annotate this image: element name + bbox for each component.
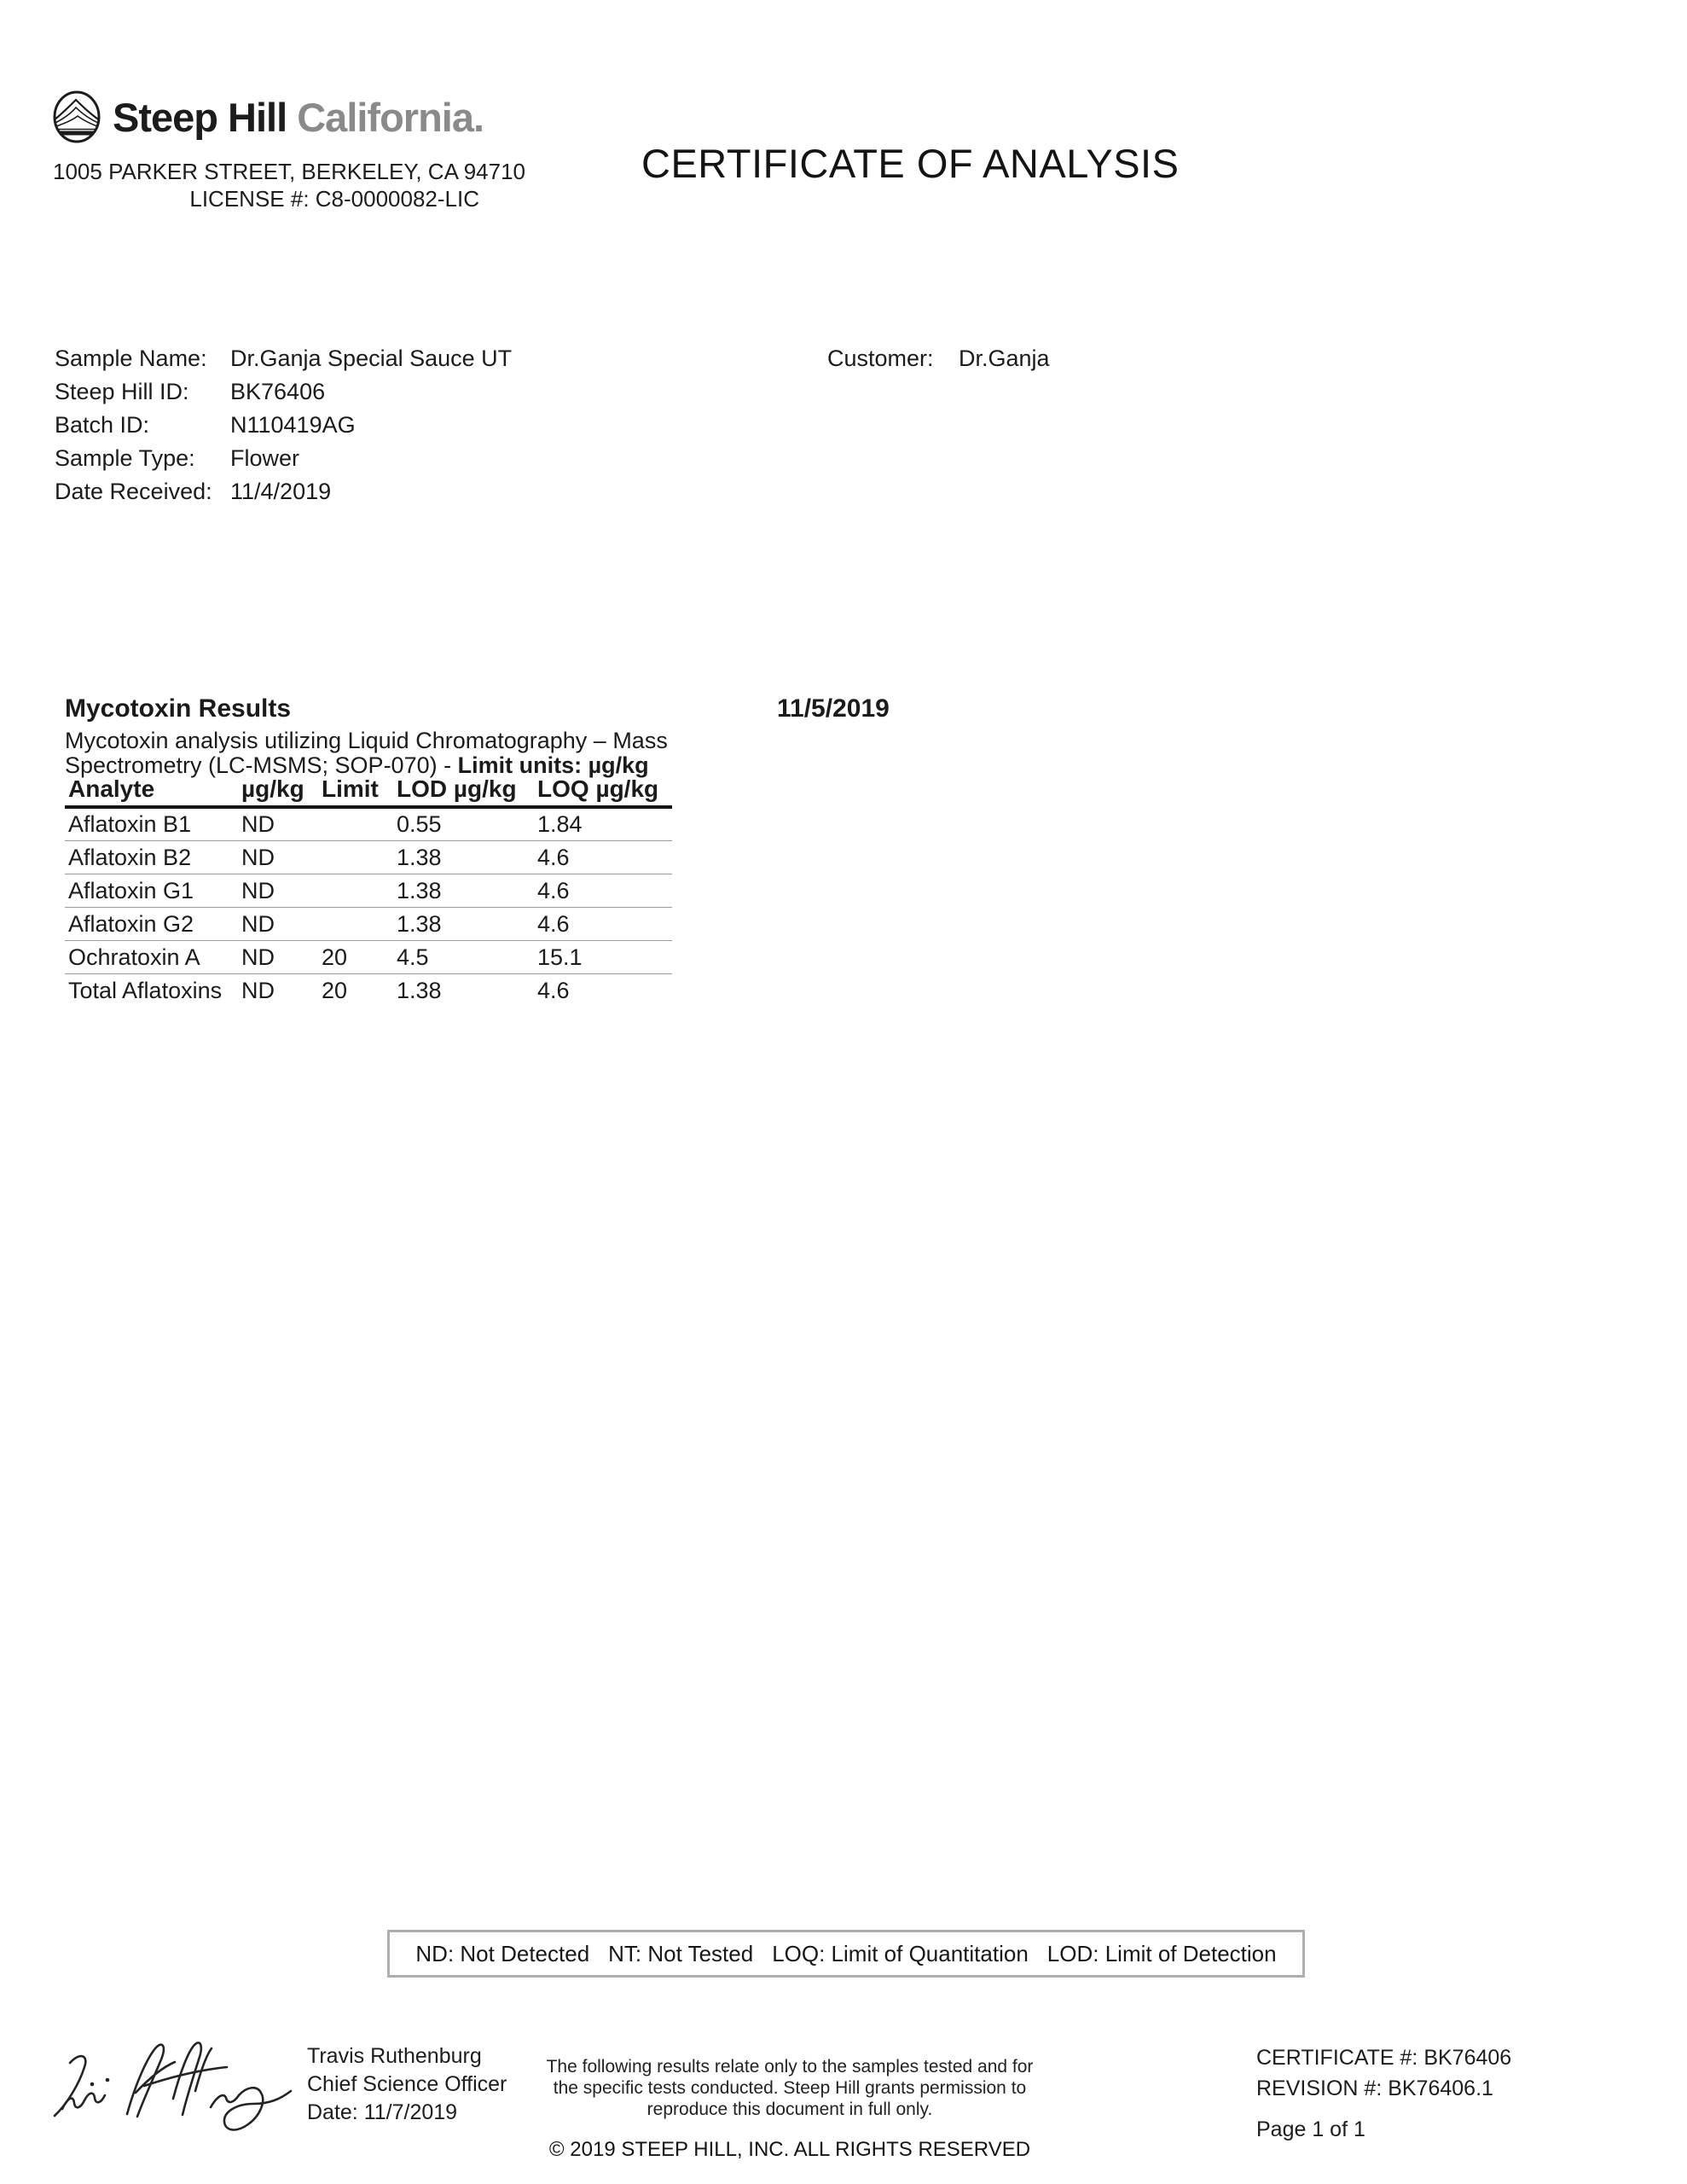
batch-id-label: Batch ID: — [55, 412, 150, 438]
table-row-aflatoxin-g1: Aflatoxin G1 ND 1.38 4.6 — [65, 874, 672, 908]
mycotoxin-results-title: Mycotoxin Results — [65, 694, 292, 723]
page-title: CERTIFICATE OF ANALYSIS — [641, 141, 1180, 186]
cell-analyte: Ochratoxin A — [68, 944, 200, 970]
legend-nt: NT: Not Tested — [608, 1940, 754, 1966]
method-description-line1: Mycotoxin analysis utilizing Liquid Chro… — [65, 728, 668, 753]
sample-name-row: Sample Name: Dr.Ganja Special Sauce UT — [55, 346, 512, 372]
cell-loq: 15.1 — [537, 944, 583, 970]
table-row-total-aflatoxins: Total Aflatoxins ND 20 1.38 4.6 — [65, 974, 672, 1007]
disclaimer-line-1: The following results relate only to the… — [546, 2057, 1034, 2077]
method-description-line2-regular: Spectrometry (LC-MSMS; SOP-070) - — [65, 752, 458, 778]
cell-lod: 1.38 — [397, 878, 442, 903]
limit-units-text: Limit units: µg/kg — [457, 752, 649, 778]
signatory-title: Chief Science Officer — [307, 2072, 507, 2096]
signatory-block: Travis Ruthenburg Chief Science Officer … — [307, 2042, 507, 2127]
table-row-ochratoxin-a: Ochratoxin A ND 20 4.5 15.1 — [65, 941, 672, 974]
disclaimer-line-3: reproduce this document in full only. — [646, 2100, 933, 2119]
analysis-date: 11/5/2019 — [777, 694, 890, 723]
revision-number: REVISION #: BK76406.1 — [1256, 2077, 1493, 2100]
cell-result: ND — [241, 845, 275, 870]
table-body: Aflatoxin B1 ND 0.55 1.84 Aflatoxin B2 N… — [65, 808, 672, 1007]
cell-lod: 0.55 — [397, 811, 442, 837]
steep-hill-id-value: BK76406 — [230, 379, 326, 404]
certificate-number: CERTIFICATE #: BK76406 — [1256, 2046, 1512, 2070]
customer-row: Customer: Dr.Ganja — [827, 346, 1050, 372]
date-received-value: 11/4/2019 — [230, 479, 332, 504]
table-row-aflatoxin-g2: Aflatoxin G2 ND 1.38 4.6 — [65, 908, 672, 941]
brand-name-region: California. — [297, 94, 484, 140]
cell-analyte: Aflatoxin B2 — [68, 845, 192, 870]
brand-lockup: Steep Hill California. — [51, 89, 484, 145]
brand-name: Steep Hill California. — [113, 94, 484, 141]
lab-address: 1005 PARKER STREET, BERKELEY, CA 94710 — [53, 159, 525, 184]
steep-hill-id-row: Steep Hill ID: BK76406 — [55, 379, 325, 405]
column-header-ugkg: µg/kg — [241, 775, 304, 802]
brand-name-steep-hill: Steep Hill — [113, 94, 287, 140]
legend-loq: LOQ: Limit of Quantitation — [772, 1940, 1029, 1966]
column-header-limit: Limit — [322, 775, 379, 802]
customer-label: Customer: — [827, 346, 934, 371]
legend-lod: LOD: Limit of Detection — [1046, 1940, 1277, 1966]
batch-id-value: N110419AG — [230, 412, 356, 438]
date-received-label: Date Received: — [55, 479, 212, 504]
cell-result: ND — [241, 978, 275, 1003]
sample-type-row: Sample Type: Flower — [55, 445, 299, 472]
cell-analyte: Aflatoxin G2 — [68, 911, 194, 937]
date-received-row: Date Received: 11/4/2019 — [55, 479, 331, 505]
sample-name-value: Dr.Ganja Special Sauce UT — [230, 346, 513, 371]
table-header-row: Analyte µg/kg Limit LOD µg/kg LOQ µg/kg — [65, 775, 672, 805]
cell-limit: 20 — [322, 944, 348, 970]
cell-loq: 4.6 — [537, 878, 570, 903]
cell-result: ND — [241, 878, 275, 903]
signatory-date: Date: 11/7/2019 — [307, 2100, 458, 2124]
certificate-info-block: CERTIFICATE #: BK76406 REVISION #: BK764… — [1256, 2042, 1511, 2104]
column-header-analyte: Analyte — [68, 775, 155, 802]
abbreviation-legend-box: ND: Not Detected NT: Not Tested LOQ: Lim… — [387, 1930, 1305, 1978]
cell-loq: 1.84 — [537, 811, 583, 837]
cell-lod: 1.38 — [397, 845, 442, 870]
copyright-notice: © 2019 STEEP HILL, INC. ALL RIGHTS RESER… — [548, 2138, 1031, 2161]
cell-analyte: Total Aflatoxins — [68, 978, 223, 1003]
cell-lod: 1.38 — [397, 978, 442, 1003]
column-header-lod: LOD µg/kg — [397, 775, 517, 802]
results-disclaimer: The following results relate only to the… — [527, 2056, 1052, 2120]
method-description-line2: Spectrometry (LC-MSMS; SOP-070) - Limit … — [65, 752, 649, 779]
cell-analyte: Aflatoxin B1 — [68, 811, 192, 837]
batch-id-row: Batch ID: N110419AG — [55, 412, 356, 439]
table-header-rule — [65, 805, 672, 809]
column-header-loq: LOQ µg/kg — [537, 775, 659, 802]
table-row-aflatoxin-b1: Aflatoxin B1 ND 0.55 1.84 — [65, 808, 672, 841]
sample-name-label: Sample Name: — [55, 346, 207, 371]
sample-type-value: Flower — [230, 445, 300, 471]
cell-lod: 1.38 — [397, 911, 442, 937]
cell-result: ND — [241, 811, 275, 837]
steep-hill-mountain-logo-icon — [53, 90, 101, 143]
page-number: Page 1 of 1 — [1256, 2117, 1365, 2141]
cell-limit: 20 — [322, 978, 348, 1003]
sample-type-label: Sample Type: — [55, 445, 195, 471]
steep-hill-id-label: Steep Hill ID: — [55, 379, 189, 404]
cell-lod: 4.5 — [397, 944, 429, 970]
cell-loq: 4.6 — [537, 978, 570, 1003]
cell-result: ND — [241, 911, 275, 937]
table-row-aflatoxin-b2: Aflatoxin B2 ND 1.38 4.6 — [65, 841, 672, 874]
cell-analyte: Aflatoxin G1 — [68, 878, 194, 903]
lab-license-number: LICENSE #: C8-0000082-LIC — [189, 186, 479, 212]
cell-loq: 4.6 — [537, 845, 570, 870]
disclaimer-line-2: the specific tests conducted. Steep Hill… — [553, 2078, 1027, 2098]
customer-value: Dr.Ganja — [959, 346, 1050, 371]
legend-nd: ND: Not Detected — [415, 1940, 590, 1966]
signatory-name: Travis Ruthenburg — [307, 2044, 482, 2068]
cell-loq: 4.6 — [537, 911, 570, 937]
mycotoxin-results-table: Analyte µg/kg Limit LOD µg/kg LOQ µg/kg … — [65, 775, 672, 1003]
cell-result: ND — [241, 944, 275, 970]
signature-image — [53, 2042, 293, 2131]
